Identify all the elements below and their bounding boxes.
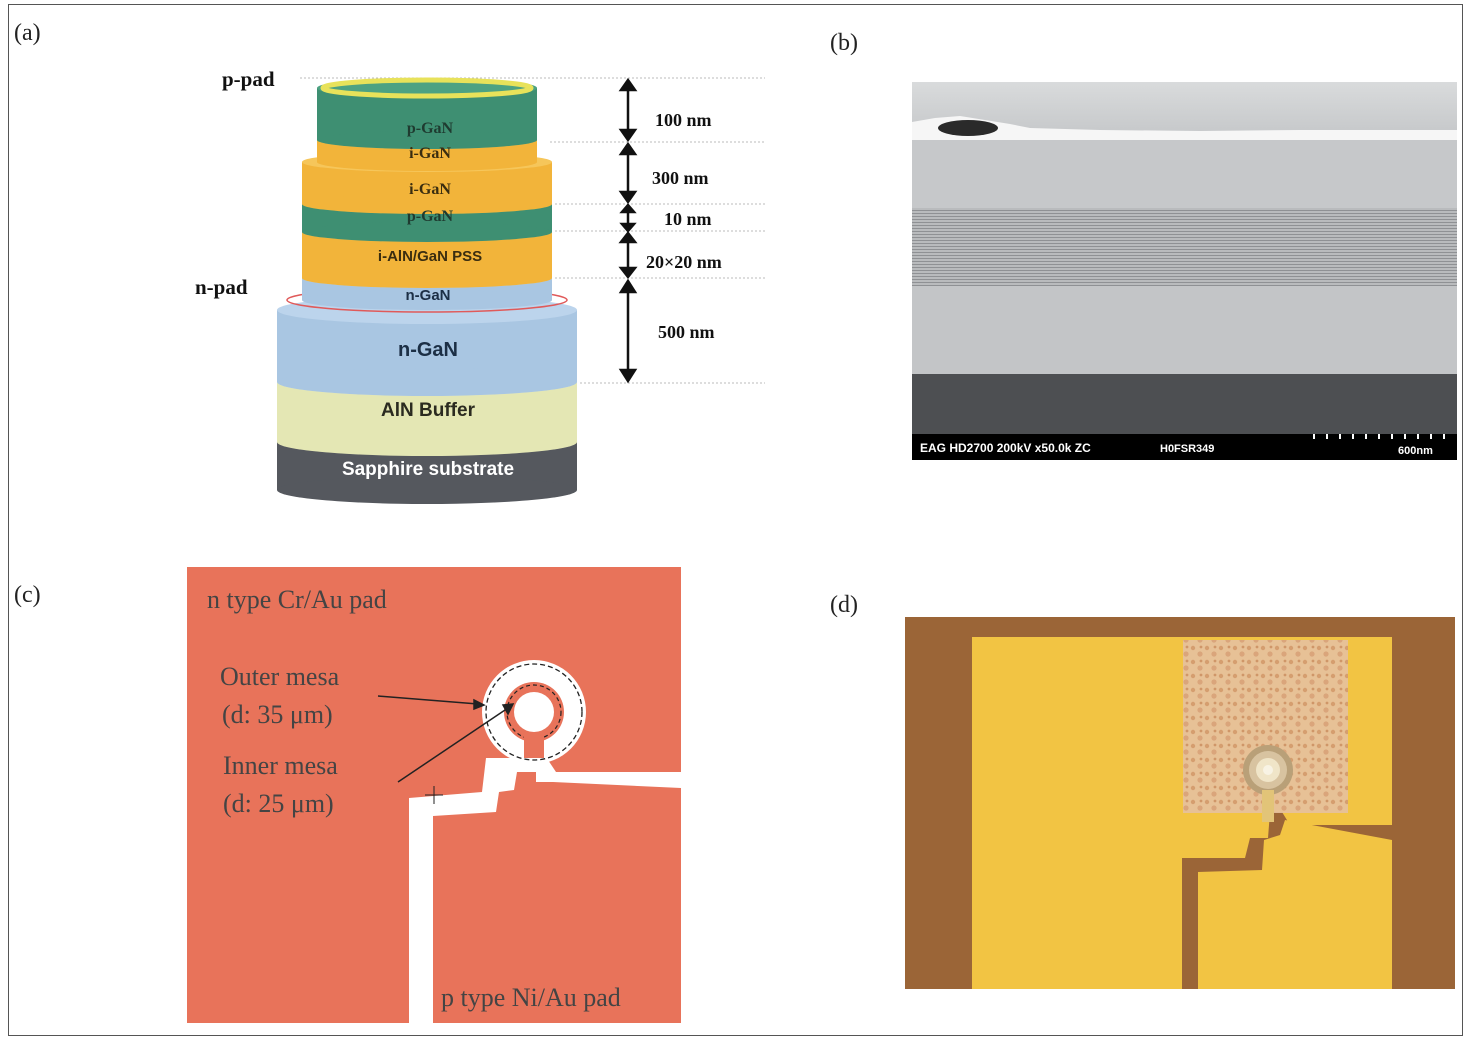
- dimension-arrows: [618, 77, 638, 384]
- panel-a-diagram: p-GaN i-GaN i-GaN p-GaN i-AlN/GaN PSS n-…: [195, 67, 765, 504]
- panel-a-label: (a): [14, 20, 41, 46]
- panel-b-label: (b): [830, 30, 858, 56]
- inner-mesa-diameter: (d: 25 μm): [223, 789, 334, 818]
- inner-mesa-label: Inner mesa: [223, 751, 338, 780]
- p-contact-ring: [320, 77, 534, 99]
- panel-d-label: (d): [830, 592, 858, 618]
- n-pad-label: n-pad: [195, 275, 248, 299]
- panel-d-micrograph: [905, 617, 1455, 989]
- outer-mesa-label: Outer mesa: [220, 662, 340, 691]
- p-gan-top-layer: [317, 77, 537, 149]
- layer-label-n-gan-small: n-GaN: [406, 287, 451, 304]
- panel-b-sem-image: EAG HD2700 200kV x50.0k ZC H0FSR349 600n…: [912, 82, 1457, 460]
- layer-label-sapphire: Sapphire substrate: [342, 459, 514, 480]
- dimension-100nm: 100 nm: [655, 110, 712, 130]
- p-pad-label: p-pad: [222, 67, 275, 91]
- layer-label-aln-buffer: AlN Buffer: [381, 400, 476, 421]
- dimension-300nm: 300 nm: [652, 168, 709, 188]
- sem-caption: EAG HD2700 200kV x50.0k ZC: [920, 441, 1091, 455]
- guide-lines: [300, 77, 765, 384]
- dimension-500nm: 500 nm: [658, 322, 715, 342]
- layer-label-i-gan: i-GaN: [409, 181, 451, 198]
- outer-mesa-diameter: (d: 35 μm): [222, 700, 333, 729]
- p-type-pad-label: p type Ni/Au pad: [441, 983, 621, 1012]
- sem-scale-bar: [1313, 434, 1445, 439]
- layer-label-p-gan-top: p-GaN: [407, 120, 454, 137]
- layer-label-n-gan-large: n-GaN: [398, 339, 458, 361]
- panel-c-layout: n type Cr/Au pad Outer mesa (d: 35 μm) I…: [187, 567, 681, 1023]
- n-type-pad-label: n type Cr/Au pad: [207, 585, 387, 614]
- dimension-10nm: 10 nm: [664, 209, 712, 229]
- layer-label-i-gan-thin: i-GaN: [409, 145, 451, 162]
- panel-c-label: (c): [14, 582, 41, 608]
- figure-frame: [8, 4, 1463, 1036]
- sem-scale-label: 600nm: [1398, 445, 1433, 457]
- layer-label-p-gan-thin: p-GaN: [407, 208, 454, 225]
- layer-label-pss: i-AlN/GaN PSS: [378, 248, 482, 265]
- sem-image-id: H0FSR349: [1160, 443, 1214, 455]
- dimension-20x20nm: 20×20 nm: [646, 252, 722, 272]
